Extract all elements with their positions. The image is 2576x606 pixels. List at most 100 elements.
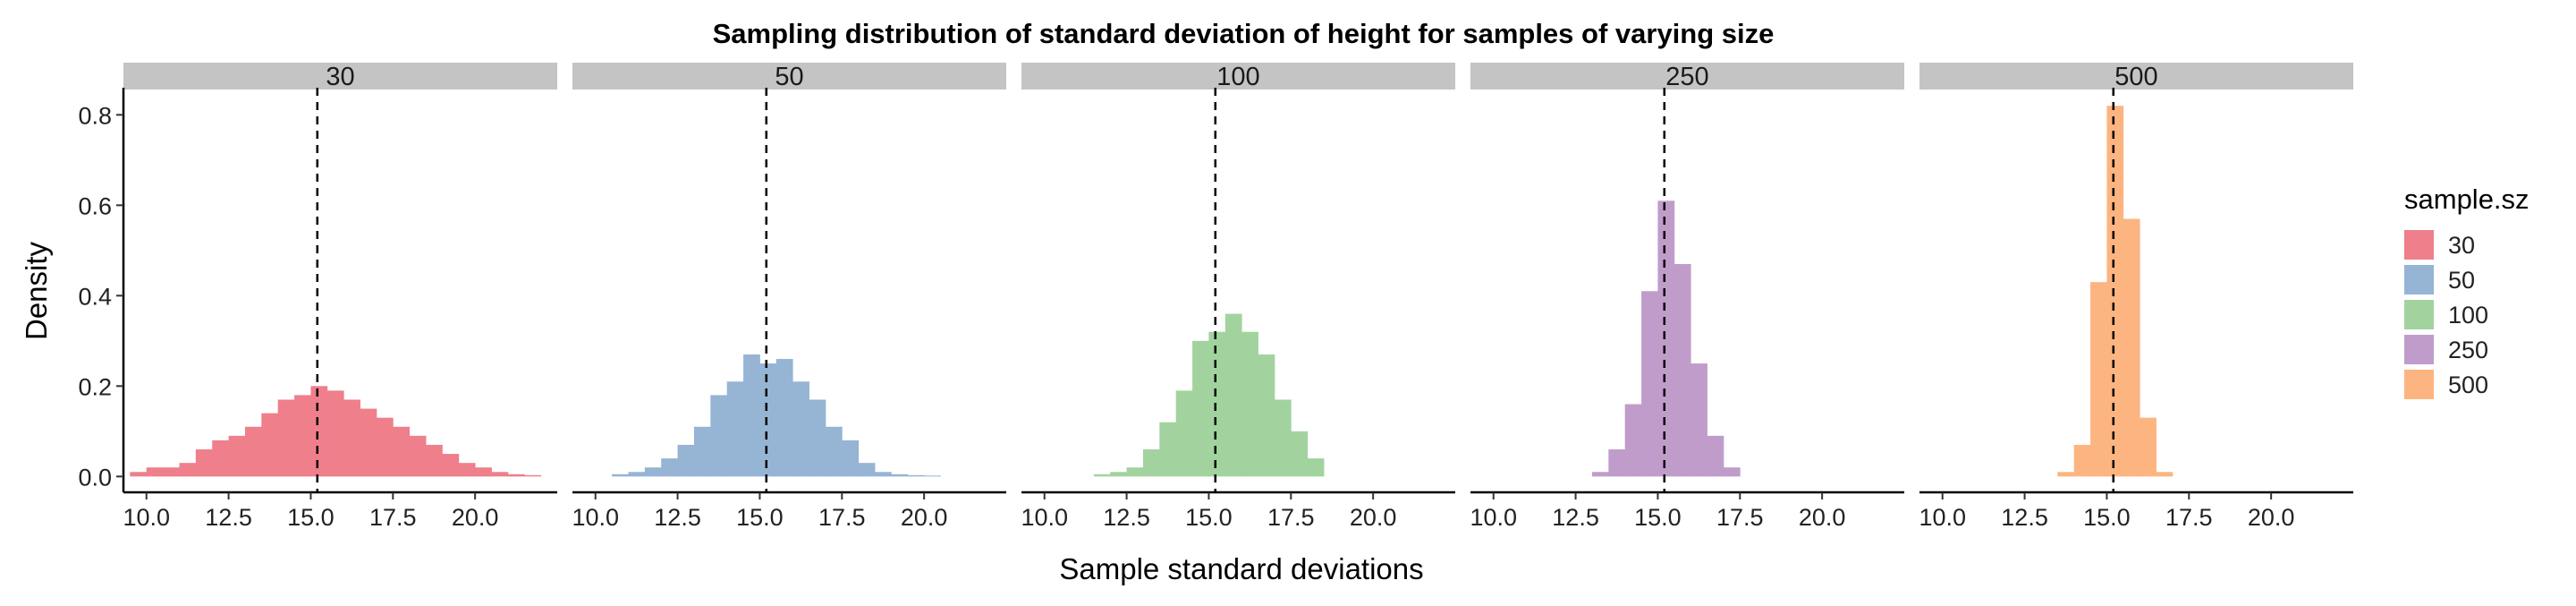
y-tick-label: 0.8 bbox=[78, 102, 112, 129]
strip-label-100: 100 bbox=[1216, 63, 1259, 91]
y-tick-label: 0.4 bbox=[78, 283, 112, 310]
legend-swatch-50 bbox=[2404, 265, 2434, 294]
y-tick-label: 0.2 bbox=[78, 373, 112, 400]
histogram-bar bbox=[195, 449, 213, 477]
histogram-bar bbox=[1707, 435, 1724, 477]
panel-50: 50 10.0 12.5 15.0 17.5 20.0 bbox=[572, 63, 1006, 531]
histogram-bar bbox=[212, 440, 229, 477]
histogram-bar bbox=[1208, 331, 1226, 477]
strip-label-30: 30 bbox=[326, 63, 354, 91]
histogram-bar bbox=[907, 474, 925, 477]
histogram-bar bbox=[1126, 467, 1144, 477]
histogram-bar bbox=[644, 467, 662, 477]
histogram-bar bbox=[360, 408, 377, 477]
histogram-bar bbox=[458, 463, 476, 477]
x-tick-label: 17.5 bbox=[818, 504, 866, 531]
histogram-bar bbox=[743, 354, 760, 477]
x-tick-label: 20.0 bbox=[901, 504, 948, 531]
x-tick-label: 15.0 bbox=[287, 504, 335, 531]
histogram-bar bbox=[1291, 431, 1309, 477]
histogram-bar bbox=[1624, 404, 1642, 477]
x-tick-label: 15.0 bbox=[2083, 504, 2131, 531]
histogram-bar bbox=[2156, 472, 2174, 477]
histogram-bar bbox=[775, 359, 793, 477]
histogram-bar bbox=[2106, 106, 2124, 477]
x-tick-label: 10.0 bbox=[1919, 504, 1966, 531]
histogram-bar bbox=[1110, 472, 1127, 477]
histogram-bar bbox=[1274, 399, 1292, 477]
strip-label-250: 250 bbox=[1665, 63, 1708, 91]
histogram-bar bbox=[710, 395, 728, 477]
panel-500: 500 10.0 12.5 15.0 17.5 20.0 bbox=[1919, 63, 2353, 531]
x-tick-label: 12.5 bbox=[2001, 504, 2048, 531]
histogram-bar bbox=[1674, 263, 1691, 477]
x-tick-label: 20.0 bbox=[2248, 504, 2295, 531]
histogram-bar bbox=[376, 417, 394, 477]
x-tick-label: 12.5 bbox=[654, 504, 701, 531]
histogram-bar bbox=[924, 475, 941, 477]
x-tick-label: 17.5 bbox=[1716, 504, 1764, 531]
histogram-bar bbox=[294, 395, 311, 477]
panel-30: 30 10.0 12.5 15.0 17.5 20.0 0.0 0.2 0.4 0.6 0.8 bbox=[78, 63, 557, 531]
histogram-bar bbox=[277, 399, 295, 477]
strip-50 bbox=[572, 63, 1006, 90]
histogram-bar bbox=[1608, 449, 1626, 477]
histogram-bar bbox=[858, 463, 876, 477]
legend: 30 50 100 250 500 bbox=[2404, 230, 2488, 399]
histogram-bar bbox=[1641, 291, 1658, 477]
x-tick-label: 10.0 bbox=[123, 504, 170, 531]
histogram-bar bbox=[2090, 282, 2107, 477]
histogram-bar bbox=[326, 390, 344, 477]
x-tick-label: 15.0 bbox=[1634, 504, 1682, 531]
histogram-bar bbox=[759, 363, 777, 477]
histogram-bar bbox=[130, 472, 148, 477]
histogram-bar bbox=[661, 458, 678, 477]
histogram-bar bbox=[179, 463, 197, 477]
x-tick-label: 12.5 bbox=[205, 504, 252, 531]
histogram-bar bbox=[163, 467, 180, 477]
legend-label-50: 50 bbox=[2448, 267, 2475, 294]
histogram-bar bbox=[792, 381, 809, 477]
histogram-bar bbox=[1690, 363, 1707, 477]
chart-title: Sampling distribution of standard deviat… bbox=[713, 18, 1775, 49]
histogram-bar bbox=[343, 399, 360, 477]
histogram-bar bbox=[693, 426, 711, 477]
histogram-bar bbox=[507, 474, 525, 477]
panels-group: 30 10.0 12.5 15.0 17.5 20.0 0.0 0.2 0.4 0.6 0.8 50 1… bbox=[78, 63, 2353, 531]
histogram-bar bbox=[261, 413, 279, 477]
histogram-bar bbox=[2140, 417, 2157, 477]
histogram-bar bbox=[442, 454, 460, 477]
legend-label-100: 100 bbox=[2448, 302, 2488, 329]
histogram-bar bbox=[2123, 218, 2140, 477]
x-tick-label: 10.0 bbox=[1470, 504, 1517, 531]
y-tick-label: 0.6 bbox=[78, 192, 112, 219]
histogram-bar bbox=[1723, 467, 1741, 477]
legend-swatch-500 bbox=[2404, 370, 2434, 399]
histogram-bar bbox=[1241, 331, 1258, 477]
x-tick-label: 12.5 bbox=[1103, 504, 1150, 531]
histogram-bar bbox=[228, 435, 246, 477]
legend-swatch-30 bbox=[2404, 230, 2434, 260]
histogram-bar bbox=[475, 467, 492, 477]
x-tick-label: 15.0 bbox=[736, 504, 784, 531]
histogram-bar bbox=[825, 426, 843, 477]
strip-500 bbox=[1919, 63, 2353, 90]
panel-250: 250 10.0 12.5 15.0 17.5 20.0 bbox=[1470, 63, 1904, 531]
histogram-bar bbox=[1175, 390, 1193, 477]
x-tick-label: 10.0 bbox=[1021, 504, 1068, 531]
histogram-bar bbox=[726, 381, 744, 477]
legend-title: sample.sz bbox=[2404, 184, 2529, 215]
x-tick-label: 15.0 bbox=[1185, 504, 1233, 531]
histogram-bar bbox=[1093, 474, 1111, 477]
x-tick-label: 17.5 bbox=[1267, 504, 1315, 531]
histogram-bar bbox=[2057, 472, 2075, 477]
legend-label-500: 500 bbox=[2448, 371, 2488, 398]
histogram-bar bbox=[1142, 449, 1160, 477]
strip-100 bbox=[1021, 63, 1455, 90]
x-tick-label: 17.5 bbox=[2165, 504, 2213, 531]
x-tick-label: 20.0 bbox=[1350, 504, 1397, 531]
histogram-bar bbox=[244, 426, 262, 477]
x-tick-label: 10.0 bbox=[572, 504, 619, 531]
legend-label-250: 250 bbox=[2448, 337, 2488, 363]
